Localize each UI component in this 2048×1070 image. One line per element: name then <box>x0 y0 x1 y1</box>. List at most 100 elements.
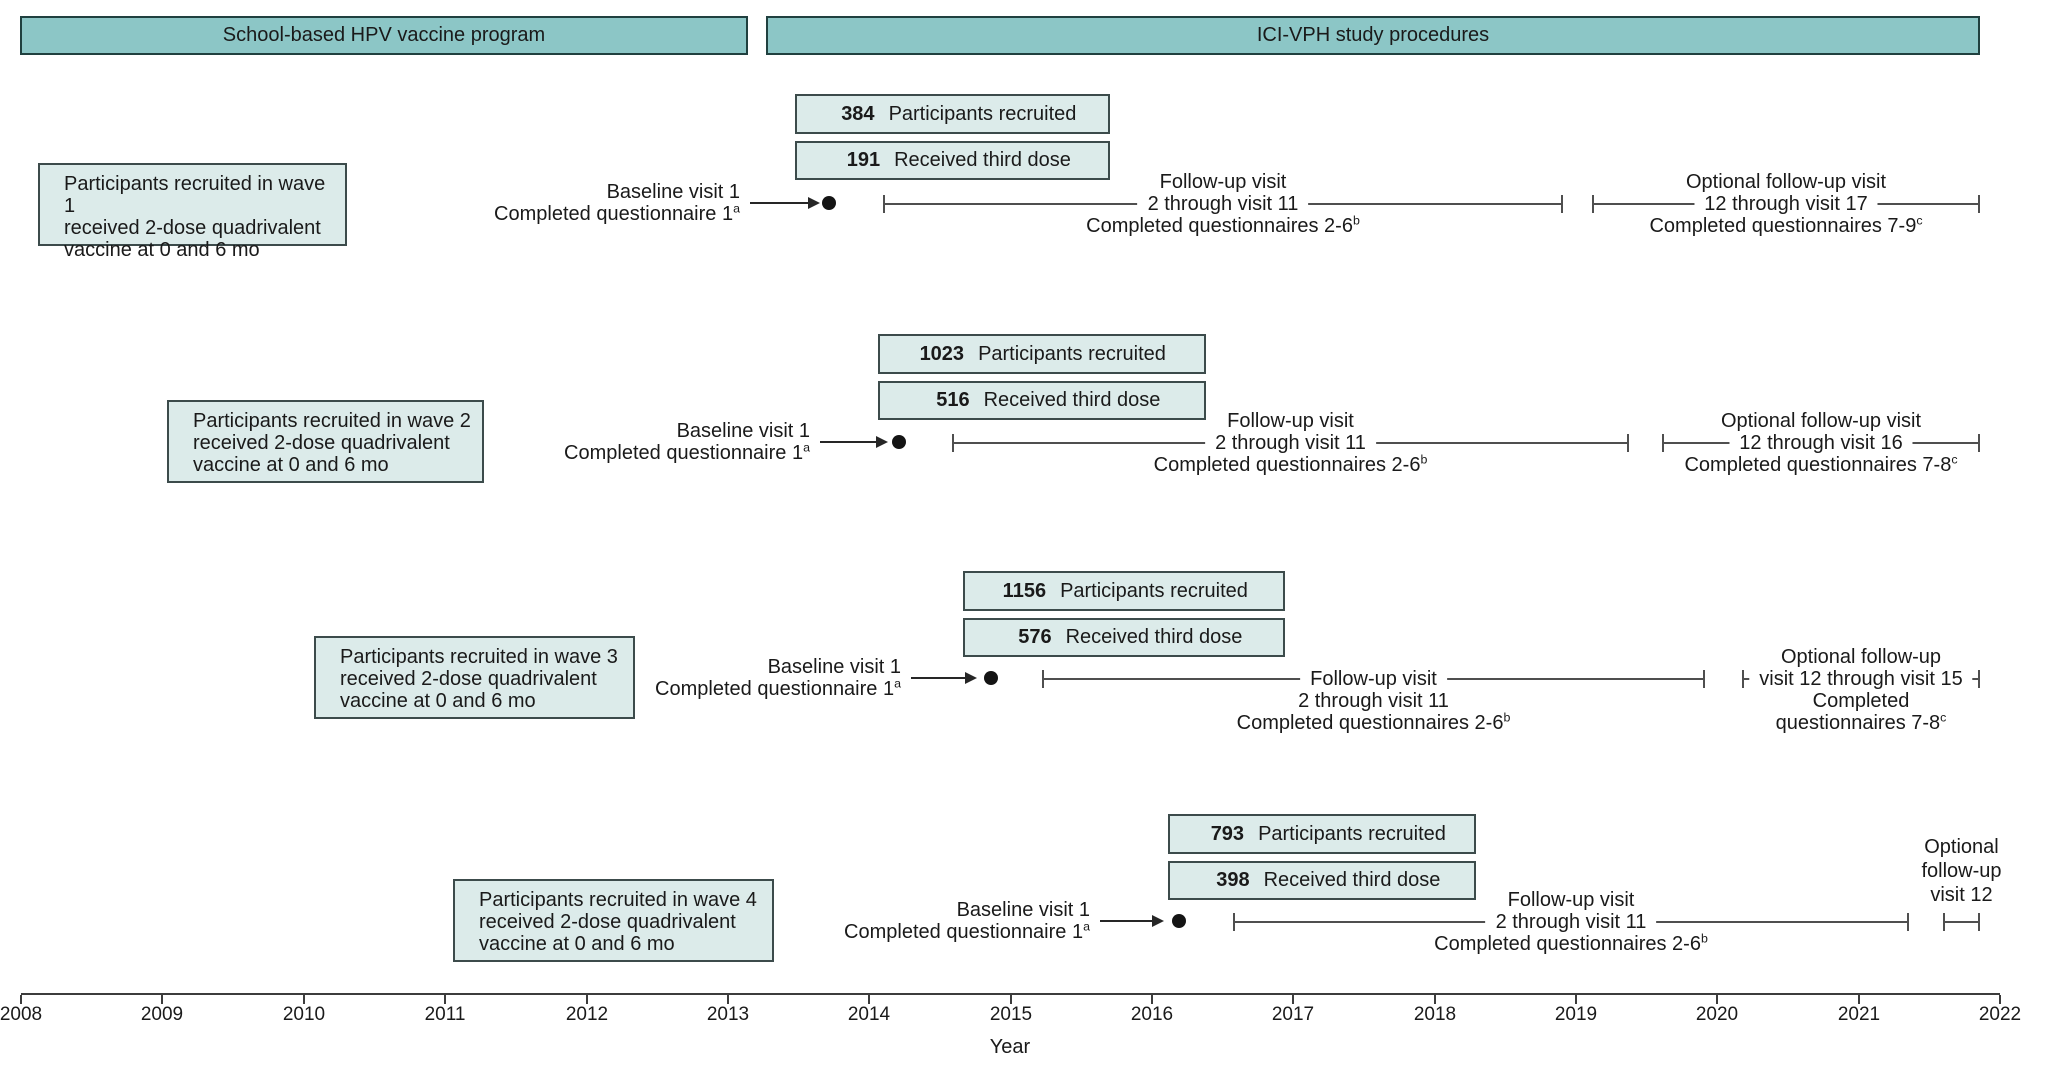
axis-tick-2015 <box>1010 995 1012 1004</box>
wave-3-optional-end-tick <box>1978 670 1980 688</box>
wave-2-optional-start-tick <box>1662 434 1664 452</box>
wave-3-info-box: Participants recruited in wave 3 receive… <box>314 636 635 719</box>
wave-3-recruited-box: 1156 Participants recruited <box>963 571 1285 611</box>
wave-3-optional-label: Optional follow-up visit 12 through visi… <box>1749 646 1973 734</box>
wave-3-followup-end-tick <box>1703 670 1705 688</box>
wave-2-recruited-label: Participants recruited <box>978 342 1166 365</box>
axis-year-label: 2013 <box>706 1004 750 1025</box>
wave-1-baseline-visit-dot <box>822 196 836 210</box>
axis-tick-2022 <box>1999 995 2001 1004</box>
wave-2-baseline-arrowhead-icon <box>876 436 888 448</box>
axis-tick-2021 <box>1858 995 1860 1004</box>
wave-1-baseline-line-1: Baseline visit 1 <box>606 181 740 203</box>
wave-3-footnote-a: a <box>894 676 901 691</box>
axis-tick-2020 <box>1716 995 1718 1004</box>
wave-1-optional-label: Optional follow-up visit 12 through visi… <box>1649 171 1923 237</box>
wave-2-baseline-visit-dot <box>892 435 906 449</box>
axis-tick-2018 <box>1434 995 1436 1004</box>
wave-1-optional-end-tick <box>1978 195 1980 213</box>
wave-4-recruited-count: 793 <box>1210 822 1245 845</box>
wave-3-info-line-3: vaccine at 0 and 6 mo <box>340 690 536 712</box>
wave-4-baseline-line-2: Completed questionnaire 1a <box>844 919 1090 943</box>
axis-year-label: 2016 <box>1130 1004 1174 1025</box>
wave-1-info-line-2: received 2-dose quadrivalent <box>64 217 321 239</box>
wave-2-info-line-1: Participants recruited in wave 2 <box>193 410 471 432</box>
wave-3-baseline-visit-dot <box>984 671 998 685</box>
wave-3-recruited-label: Participants recruited <box>1060 579 1248 602</box>
wave-4-baseline-arrowhead-icon <box>1152 915 1164 927</box>
wave-4-info-box: Participants recruited in wave 4 receive… <box>453 879 774 962</box>
header-study-procedures-label: ICI-VPH study procedures <box>1256 24 1490 46</box>
axis-tick-2009 <box>161 995 163 1004</box>
wave-2-footnote-b: b <box>1420 452 1428 467</box>
axis-year-label: 2015 <box>989 1004 1033 1025</box>
wave-3-baseline-line-2: Completed questionnaire 1a <box>655 676 901 700</box>
wave-2-baseline-label: Baseline visit 1 Completed questionnaire… <box>410 420 810 464</box>
wave-1-recruited-label: Participants recruited <box>888 102 1077 125</box>
wave-4-third-dose-count: 398 <box>1216 869 1250 891</box>
wave-1-recruited-count: 384 <box>841 102 875 125</box>
wave-3-baseline-arrowhead-icon <box>965 672 977 684</box>
wave-1-followup-start-tick <box>883 195 885 213</box>
wave-3-footnote-b: b <box>1503 710 1511 725</box>
wave-1-third-dose-box: 191 Received third dose <box>795 141 1110 180</box>
wave-2-baseline-arrow <box>820 441 876 443</box>
axis-tick-2010 <box>303 995 305 1004</box>
wave-2-info-line-3: vaccine at 0 and 6 mo <box>193 454 389 476</box>
wave-4-info-line-3: vaccine at 0 and 6 mo <box>479 933 675 955</box>
wave-3-info-line-2: received 2-dose quadrivalent <box>340 668 597 690</box>
wave-3-third-dose-box: 576 Received third dose <box>963 618 1285 657</box>
wave-1-recruited-box: 384 Participants recruited <box>795 94 1110 134</box>
wave-3-recruited-count: 1156 <box>1002 579 1047 602</box>
wave-4-optional-label: Optional follow-up visit 12 <box>1921 836 2002 906</box>
wave-4-footnote-a: a <box>1083 919 1090 934</box>
wave-3-followup-label: Follow-up visit 2 through visit 11 Compl… <box>1236 668 1511 734</box>
wave-1-footnote-c: c <box>1916 213 1923 228</box>
wave-2-footnote-a: a <box>803 440 810 455</box>
wave-4-optional-line <box>1943 921 1980 923</box>
wave-4-optional-start-tick <box>1943 913 1945 931</box>
header-school-program: School-based HPV vaccine program <box>20 16 748 55</box>
wave-4-baseline-line-1: Baseline visit 1 <box>956 899 1090 921</box>
axis-tick-2012 <box>586 995 588 1004</box>
wave-2-third-dose-label: Received third dose <box>983 389 1161 411</box>
wave-4-footnote-b: b <box>1700 931 1708 946</box>
wave-4-baseline-visit-dot <box>1172 914 1186 928</box>
axis-year-label: 2020 <box>1695 1004 1739 1025</box>
axis-year-label: 2017 <box>1271 1004 1315 1025</box>
wave-1-info-line-3: vaccine at 0 and 6 mo <box>64 239 260 261</box>
wave-4-followup-label: Follow-up visit 2 through visit 11 Compl… <box>1434 889 1708 955</box>
axis-year-label: 2014 <box>847 1004 891 1025</box>
wave-4-recruited-label: Participants recruited <box>1258 822 1446 845</box>
wave-3-followup-start-tick <box>1042 670 1044 688</box>
year-axis-line <box>21 993 2000 995</box>
wave-1-followup-label: Follow-up visit 2 through visit 11 Compl… <box>1086 171 1360 237</box>
wave-2-recruited-box: 1023 Participants recruited <box>878 334 1206 374</box>
wave-2-recruited-count: 1023 <box>919 342 965 365</box>
wave-2-baseline-line-1: Baseline visit 1 <box>676 420 810 442</box>
wave-2-optional-label: Optional follow-up visit 12 through visi… <box>1684 410 1958 476</box>
wave-3-baseline-label: Baseline visit 1 Completed questionnaire… <box>501 656 901 700</box>
header-study-procedures: ICI-VPH study procedures <box>766 16 1980 55</box>
axis-year-label: 2010 <box>282 1004 326 1025</box>
axis-tick-2019 <box>1575 995 1577 1004</box>
wave-3-third-dose-label: Received third dose <box>1065 626 1243 648</box>
wave-1-followup-end-tick <box>1561 195 1563 213</box>
wave-2-info-box: Participants recruited in wave 2 receive… <box>167 400 484 483</box>
axis-tick-2013 <box>727 995 729 1004</box>
wave-2-baseline-line-2: Completed questionnaire 1a <box>564 440 810 464</box>
wave-4-info-line-1: Participants recruited in wave 4 <box>479 889 757 911</box>
axis-tick-2011 <box>444 995 446 1004</box>
wave-2-followup-label: Follow-up visit 2 through visit 11 Compl… <box>1153 410 1428 476</box>
axis-tick-2016 <box>1151 995 1153 1004</box>
wave-3-baseline-arrow <box>911 677 965 679</box>
wave-1-third-dose-label: Received third dose <box>894 149 1071 171</box>
wave-1-footnote-a: a <box>733 201 740 216</box>
axis-tick-2008 <box>20 995 22 1004</box>
wave-2-third-dose-box: 516 Received third dose <box>878 381 1206 420</box>
wave-2-optional-end-tick <box>1978 434 1980 452</box>
wave-2-footnote-c: c <box>1951 452 1958 467</box>
header-school-program-label: School-based HPV vaccine program <box>222 24 546 46</box>
wave-1-baseline-arrow <box>750 202 808 204</box>
